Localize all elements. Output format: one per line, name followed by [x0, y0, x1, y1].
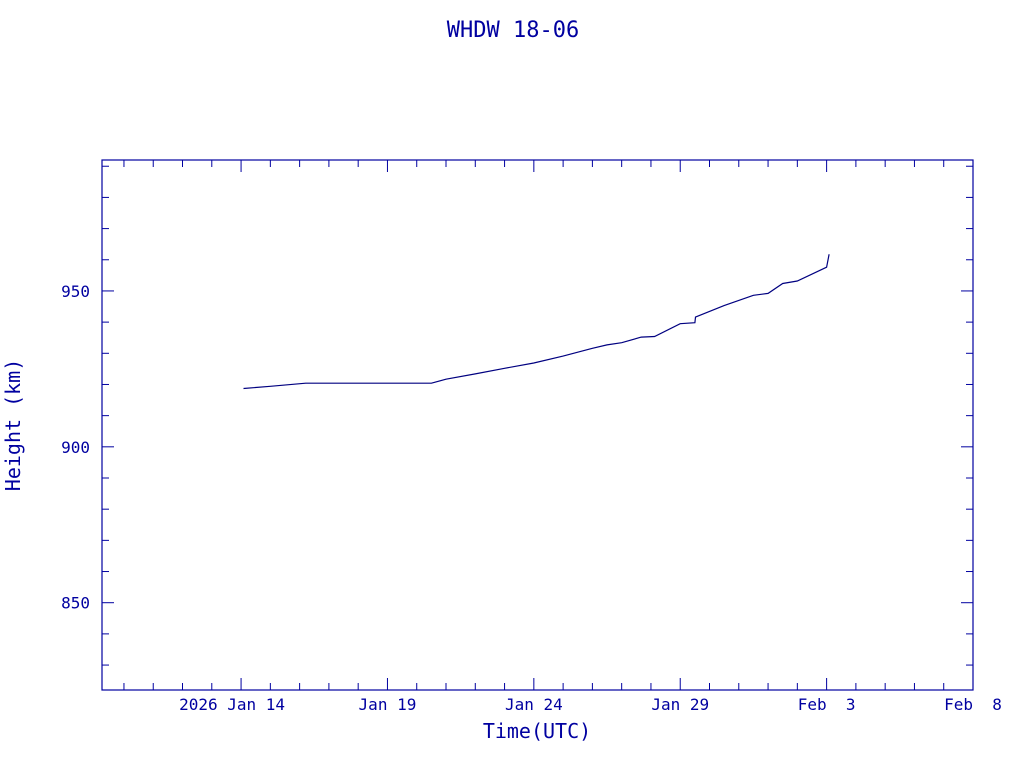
x-axis-label: Time(UTC) — [483, 719, 591, 743]
y-axis-ticks — [102, 165, 973, 666]
series-group — [243, 254, 830, 390]
x-tick-label: Feb 8 — [944, 695, 1002, 714]
y-axis-tick-labels: 850 900 950 — [61, 282, 90, 613]
chart-title: WHDW 18-06 — [447, 18, 579, 43]
series-line-0 — [243, 254, 830, 390]
y-axis-label: Height (km) — [1, 359, 25, 491]
x-tick-label: Jan 29 — [651, 695, 709, 714]
plot-frame — [101, 159, 974, 691]
x-tick-label: Feb 3 — [798, 695, 856, 714]
x-axis-tick-labels: 2026 Jan 14 Jan 19 Jan 24 Jan 29 Feb 3 Feb 8 — [179, 695, 1002, 714]
y-tick-label: 850 — [61, 594, 90, 613]
x-tick-label: 2026 Jan 14 — [179, 695, 285, 714]
x-axis-ticks — [123, 160, 974, 690]
x-tick-label: Jan 19 — [359, 695, 417, 714]
y-tick-label: 950 — [61, 282, 90, 301]
x-tick-label: Jan 24 — [505, 695, 563, 714]
y-tick-label: 900 — [61, 438, 90, 457]
